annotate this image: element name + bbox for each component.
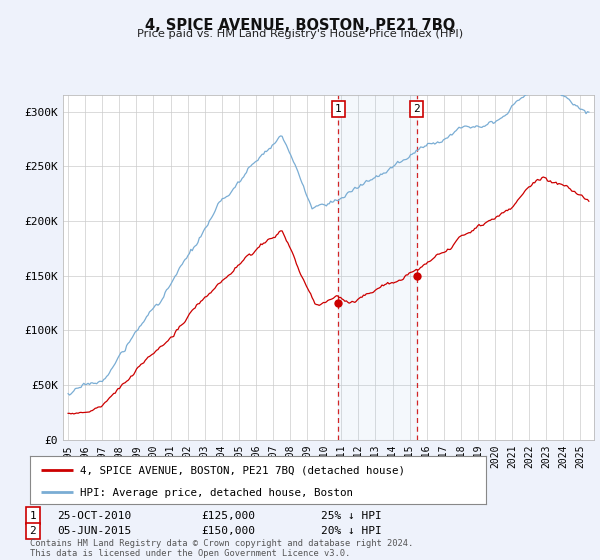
Text: Price paid vs. HM Land Registry's House Price Index (HPI): Price paid vs. HM Land Registry's House … [137,29,463,39]
Text: HPI: Average price, detached house, Boston: HPI: Average price, detached house, Bost… [80,488,353,498]
Text: 25% ↓ HPI: 25% ↓ HPI [321,511,382,521]
Text: Contains HM Land Registry data © Crown copyright and database right 2024.
This d: Contains HM Land Registry data © Crown c… [30,539,413,558]
Text: £150,000: £150,000 [201,526,255,536]
Text: 4, SPICE AVENUE, BOSTON, PE21 7BQ: 4, SPICE AVENUE, BOSTON, PE21 7BQ [145,18,455,33]
Text: 2: 2 [29,526,37,536]
Bar [338,95,417,440]
Text: 4, SPICE AVENUE, BOSTON, PE21 7BQ (detached house): 4, SPICE AVENUE, BOSTON, PE21 7BQ (detac… [80,465,405,475]
Text: 1: 1 [29,511,37,521]
Text: 25-OCT-2010: 25-OCT-2010 [57,511,131,521]
Text: 20% ↓ HPI: 20% ↓ HPI [321,526,382,536]
Text: £125,000: £125,000 [201,511,255,521]
Text: 1: 1 [335,104,341,114]
Text: 2: 2 [413,104,421,114]
Text: 05-JUN-2015: 05-JUN-2015 [57,526,131,536]
